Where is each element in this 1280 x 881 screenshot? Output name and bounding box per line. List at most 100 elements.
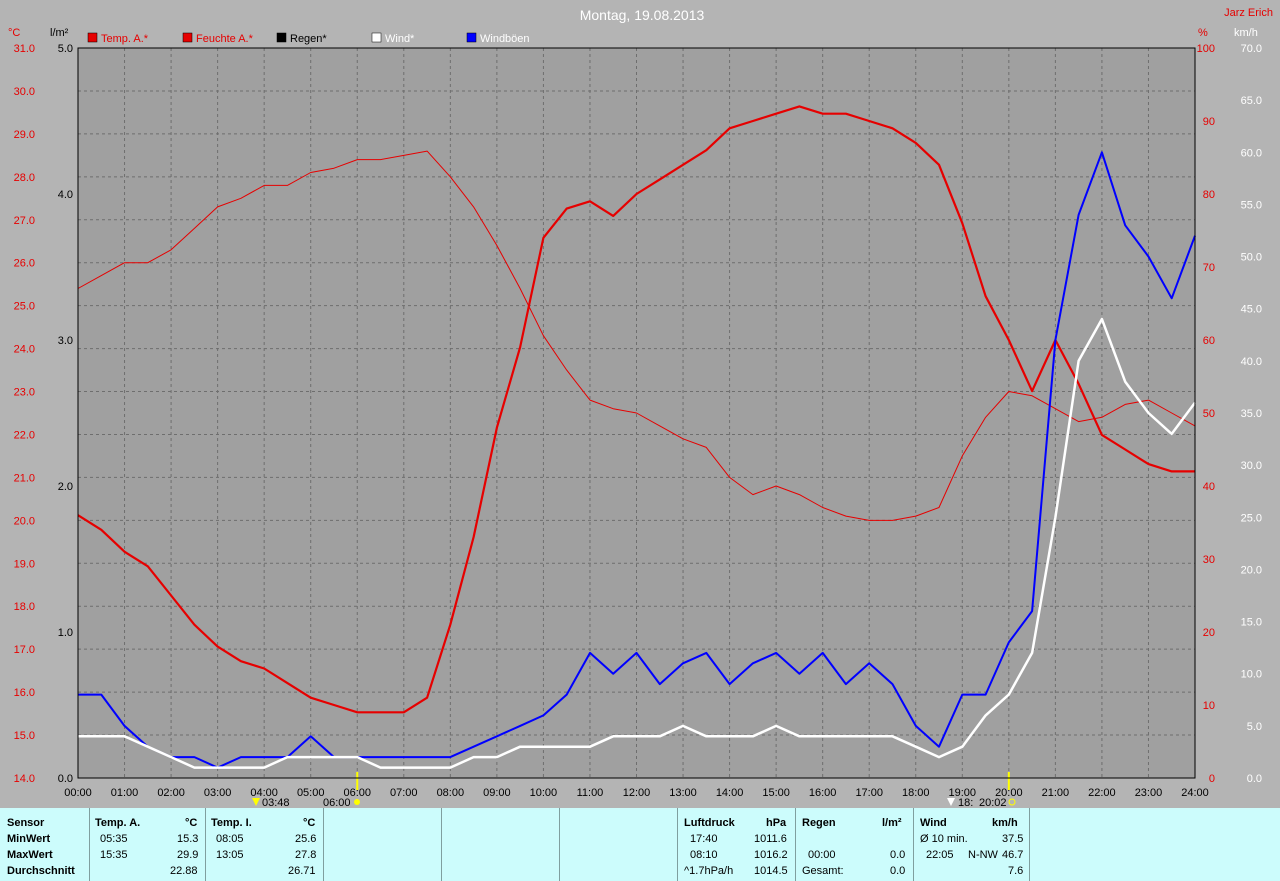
temp-tick-label: 14.0 [14,773,35,785]
stats-col-pressure: Luftdruck hPa 17:40 1011.6 08:10 1016.2 … [678,808,796,881]
rain-tick-label: 5.0 [58,43,73,55]
temp-tick-label: 26.0 [14,258,35,270]
time-tick-label: 20:00 [995,787,1023,799]
temp-tick-label: 25.0 [14,301,35,313]
wind-tick-label: 20.0 [1241,564,1262,576]
time-tick-label: 21:00 [1042,787,1070,799]
legend-label: Windböen [480,33,530,45]
stats-col-temp-a: Temp. A. °C 05:35 15.3 15:35 29.9 22.88 [90,808,206,881]
legend: Temp. A.* Feuchte A.* Regen* Wind* Windböen [87,32,530,45]
temp-a-unit: °C [185,817,198,829]
rain-tick-label: 0.0 [58,773,73,785]
temp-i-max: 27.8 [295,849,317,861]
time-tick-label: 04:00 [250,787,278,799]
series-line-1 [77,105,1195,714]
temp-a-min: 15.3 [177,833,199,845]
wind-max-time: 22:05 [926,849,954,861]
stats-col-empty-2 [442,808,560,881]
wind-tick-label: 30.0 [1241,460,1262,472]
temp-tick-label: 19.0 [14,558,35,570]
time-tick-label: 22:00 [1088,787,1116,799]
temp-tick-label: 18.0 [14,601,35,613]
time-tick-label: 15:00 [762,787,790,799]
time-tick-label: 01:00 [111,787,139,799]
stats-col-wind: Wind km/h Ø 10 min. 37.5 22:05 N-NW 46.7… [914,808,1030,881]
humidity-tick-label: 10 [1203,700,1215,712]
wind-tick-label: 60.0 [1241,147,1262,159]
pressure-trend: ^1.7hPa/h [684,865,734,877]
rain-tick-label: 1.0 [58,627,73,639]
series-line-3 [78,317,1197,769]
temp-tick-label: 17.0 [14,644,35,656]
rain-tick-label: 4.0 [58,189,73,201]
dawn-icon [252,798,260,806]
wind-tick-label: 15.0 [1241,617,1262,629]
temp-i-avg: 26.71 [288,865,316,877]
wind-tick-label: 65.0 [1241,95,1262,107]
avg-label: Durchschnitt [7,865,75,877]
temp-a-max: 29.9 [177,849,199,861]
legend-label: Feuchte A.* [196,33,254,45]
temp-a-avg: 22.88 [170,865,198,877]
legend-swatch [466,32,477,43]
temp-tick-label: 30.0 [14,86,35,98]
pressure-header: Luftdruck [684,817,735,829]
statistics-panel: Sensor MinWert MaxWert Durchschnitt Temp… [0,808,1280,881]
humidity-tick-label: 100 [1197,43,1215,55]
wind-day-avg: 7.6 [1008,865,1024,877]
sensor-header: Sensor [7,817,45,829]
time-tick-label: 23:00 [1135,787,1163,799]
wind-tick-label: 45.0 [1241,304,1262,316]
sunset-label: 18: [958,797,973,808]
wind-tick-label: 55.0 [1241,199,1262,211]
wind-tick-label: 40.0 [1241,356,1262,368]
time-tick-label: 19:00 [949,787,977,799]
legend-label: Temp. A.* [101,33,149,45]
pressure-avg: 1014.5 [754,865,788,877]
time-tick-label: 13:00 [669,787,697,799]
humidity-tick-label: 0 [1209,773,1215,785]
legend-label: Regen* [290,33,327,45]
stats-col-rain: Regen l/m² 00:00 0.0 Gesamt: 0.0 [796,808,914,881]
time-tick-label: 24:00 [1181,787,1209,799]
rain-total: 0.0 [890,865,906,877]
rain-total-label: Gesamt: [802,865,844,877]
sun-icon [354,799,360,805]
axis-unit-temp: °C [8,27,20,39]
stats-col-temp-i: Temp. I. °C 08:05 25.6 13:05 27.8 26.71 [206,808,324,881]
axes: 00:00 01:00 02:00 03:00 04:00 05:00 06:00 07:00… [8,27,1262,799]
dusk-icon [947,798,955,806]
time-tick-label: 11:00 [577,787,604,799]
series-line-0 [77,150,1196,521]
time-tick-label: 05:00 [297,787,325,799]
rain-tick-label: 2.0 [58,481,73,493]
wind-tick-label: 25.0 [1241,512,1262,524]
temp-i-max-time: 13:05 [216,849,244,861]
max-label: MaxWert [7,849,53,861]
axis-unit-rain: l/m² [50,27,69,39]
time-tick-label: 14:00 [716,787,744,799]
time-tick-label: 17:00 [855,787,883,799]
rain-unit: l/m² [882,817,902,829]
time-tick-label: 09:00 [483,787,511,799]
series-line-4 [78,151,1196,769]
time-tick-label: 03:00 [204,787,232,799]
wind-max-dir: N-NW [968,849,998,861]
legend-swatch [182,32,193,43]
weather-chart: Montag, 19.08.2013 Jarz Erich 00:00 01:00… [8,7,1273,808]
temp-tick-label: 16.0 [14,687,35,699]
humidity-tick-label: 90 [1203,116,1215,128]
wind-tick-label: 35.0 [1241,408,1262,420]
temp-tick-label: 22.0 [14,429,35,441]
temp-tick-label: 20.0 [14,515,35,527]
temp-tick-label: 28.0 [14,172,35,184]
time-tick-label: 08:00 [437,787,465,799]
temp-tick-label: 29.0 [14,129,35,141]
wind-tick-label: 10.0 [1241,669,1262,681]
twilight-morning-label: 03:48 [262,797,290,808]
temp-tick-label: 15.0 [14,730,35,742]
wind-header: Wind [920,817,947,829]
rain-val: 0.0 [890,849,906,861]
time-tick-label: 06:00 [343,787,371,799]
temp-tick-label: 27.0 [14,215,35,227]
